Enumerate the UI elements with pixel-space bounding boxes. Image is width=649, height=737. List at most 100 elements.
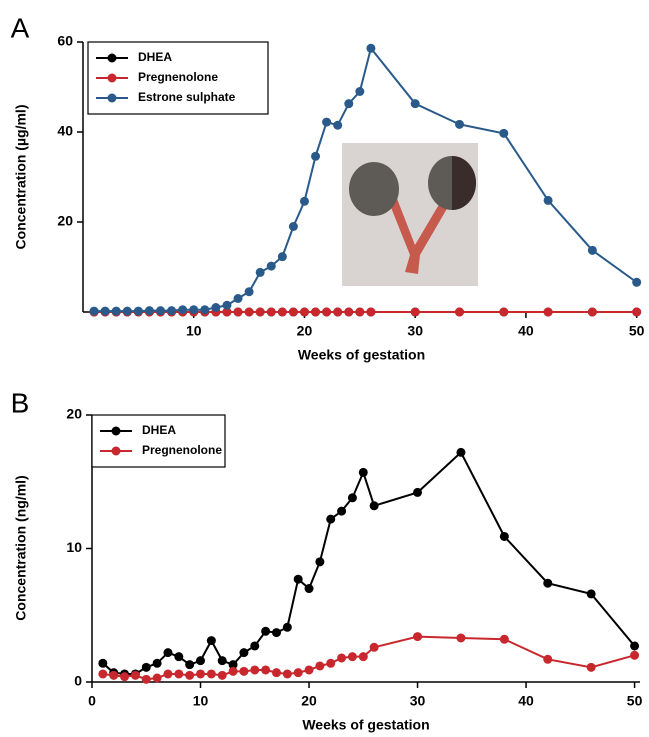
data-point xyxy=(587,245,597,255)
data-point xyxy=(304,665,314,675)
data-point xyxy=(299,196,309,206)
data-point xyxy=(261,665,271,675)
data-point xyxy=(288,307,298,317)
data-point xyxy=(311,151,321,161)
x-tick-label: 30 xyxy=(407,323,423,339)
data-point xyxy=(122,306,132,316)
data-point xyxy=(239,666,249,676)
data-point xyxy=(366,307,376,317)
data-point xyxy=(299,307,309,317)
data-point xyxy=(244,287,254,297)
chart: A 10 20 30 40 50 20 40 60 Weeks of gestation Conce… xyxy=(11,12,645,362)
x-axis-label: Weeks of gestation xyxy=(298,347,425,363)
legend-box xyxy=(91,414,226,468)
data-point xyxy=(315,661,325,671)
data-point xyxy=(200,305,210,315)
data-point xyxy=(347,652,357,662)
y-tick-label: 20 xyxy=(57,213,73,229)
data-point xyxy=(98,658,108,668)
data-point xyxy=(109,670,119,680)
data-point xyxy=(347,493,357,503)
x-tick-label: 50 xyxy=(627,693,643,709)
legend-label: Pregnenolone xyxy=(142,443,222,457)
x-tick-label: 0 xyxy=(88,693,96,709)
data-point xyxy=(337,653,347,663)
x-tick-label: 10 xyxy=(186,323,202,339)
chart: B 0 10 20 30 40 50 0 10 20 Weeks of gestation Conce… xyxy=(11,387,643,732)
data-point xyxy=(355,87,365,96)
data-point xyxy=(206,669,216,679)
data-point xyxy=(293,668,303,678)
data-point xyxy=(174,652,184,662)
data-point xyxy=(185,670,195,680)
x-tick-label: 30 xyxy=(410,693,426,709)
data-point xyxy=(586,589,596,599)
data-point xyxy=(632,277,642,287)
data-point xyxy=(277,307,287,317)
data-point xyxy=(120,672,130,682)
data-point xyxy=(322,117,332,127)
data-point xyxy=(410,99,420,109)
data-point xyxy=(369,642,379,652)
data-point xyxy=(304,584,314,594)
y-tick-label: 60 xyxy=(57,33,73,49)
y-tick-label: 20 xyxy=(66,406,82,422)
data-point xyxy=(358,652,368,662)
data-point xyxy=(366,43,376,53)
x-tick-label: 40 xyxy=(518,693,534,709)
data-point xyxy=(337,506,347,516)
data-point xyxy=(326,514,336,524)
legend-box xyxy=(87,41,269,115)
data-point xyxy=(152,658,162,668)
data-point xyxy=(206,636,216,646)
data-point xyxy=(311,307,321,317)
y-tick-label: 10 xyxy=(66,539,82,555)
data-point xyxy=(167,306,177,316)
data-point xyxy=(413,487,423,497)
data-point xyxy=(344,307,354,317)
data-point xyxy=(271,668,281,678)
data-point xyxy=(266,261,276,271)
data-point xyxy=(111,306,121,316)
data-point xyxy=(250,665,260,675)
data-point xyxy=(543,195,553,205)
x-tick-label: 10 xyxy=(193,693,209,709)
data-point xyxy=(413,632,423,642)
x-tick-label: 20 xyxy=(301,693,317,709)
legend-label: DHEA xyxy=(142,423,176,437)
data-point xyxy=(250,641,260,651)
data-point xyxy=(152,673,162,683)
data-point xyxy=(255,307,265,317)
legend-marker xyxy=(107,73,117,83)
x-tick-label: 20 xyxy=(297,323,313,339)
data-point xyxy=(222,307,232,317)
data-point xyxy=(543,578,553,588)
data-point xyxy=(174,669,184,679)
data-point xyxy=(228,666,238,676)
data-point xyxy=(133,306,143,316)
legend-marker xyxy=(111,426,121,436)
data-point xyxy=(543,307,553,317)
data-point xyxy=(255,267,265,277)
data-point xyxy=(499,531,509,541)
legend: DHEA Pregnenolone Estrone sulphate xyxy=(87,41,269,115)
data-point xyxy=(326,658,336,668)
data-point xyxy=(333,120,343,130)
data-point xyxy=(100,306,110,316)
legend-marker xyxy=(111,446,121,456)
data-point xyxy=(293,574,303,584)
data-point xyxy=(282,669,292,679)
data-point xyxy=(196,669,206,679)
data-point xyxy=(632,307,642,317)
data-point xyxy=(233,294,243,303)
data-point xyxy=(261,626,271,636)
data-point xyxy=(499,128,509,138)
y-axis-label: Concentration (µg/ml) xyxy=(13,105,29,250)
data-point xyxy=(282,622,292,632)
legend-label: Estrone sulphate xyxy=(138,90,236,104)
data-point xyxy=(271,628,281,638)
data-point xyxy=(455,307,465,317)
legend-marker xyxy=(107,53,117,63)
